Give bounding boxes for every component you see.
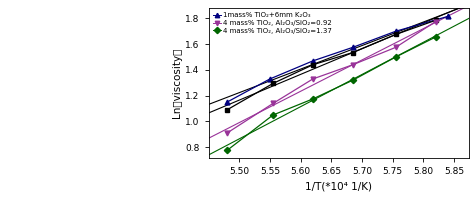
X-axis label: 1/T(*10⁴ 1/K): 1/T(*10⁴ 1/K): [305, 181, 373, 191]
Legend: 1mass% TiO₂+6mm K₂O₃, 4 mass% TiO₂, Al₂O₃/SiO₂=0.92, 4 mass% TiO₂, Al₂O₃/SiO₂=1.: 1mass% TiO₂+6mm K₂O₃, 4 mass% TiO₂, Al₂O…: [212, 12, 333, 34]
Y-axis label: Ln（viscosity）: Ln（viscosity）: [173, 48, 182, 118]
